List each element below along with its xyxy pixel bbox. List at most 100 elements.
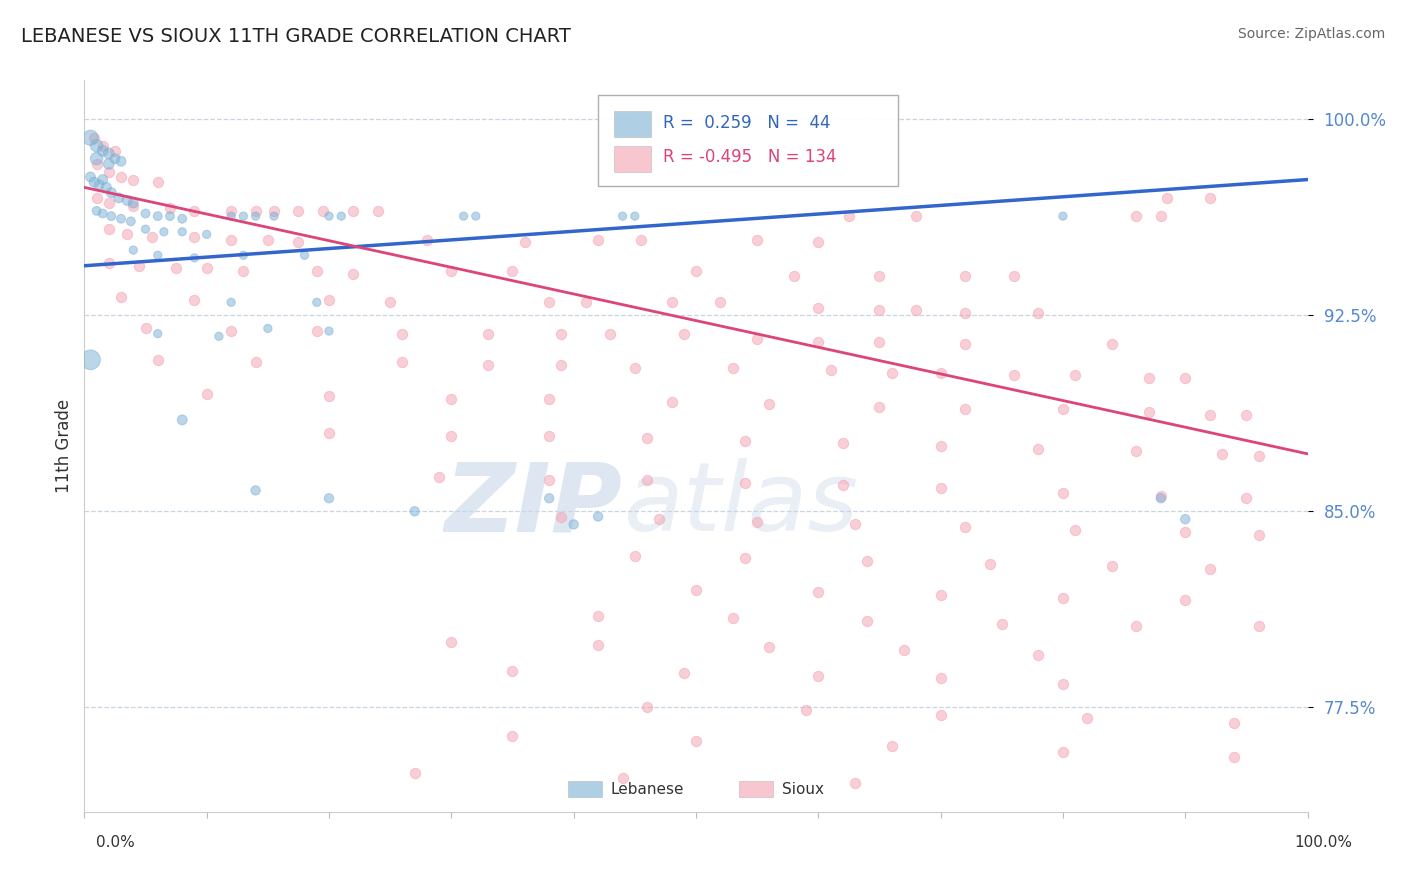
- Point: [464, 209, 486, 223]
- Point: [245, 203, 267, 218]
- Point: [107, 191, 129, 205]
- Point: [183, 203, 205, 218]
- Point: [672, 326, 695, 341]
- Point: [1125, 209, 1147, 223]
- Point: [440, 392, 463, 406]
- Point: [294, 248, 316, 262]
- Point: [502, 729, 524, 743]
- Point: [146, 352, 169, 367]
- Point: [929, 708, 952, 723]
- Point: [1223, 715, 1246, 730]
- Point: [287, 235, 309, 250]
- Bar: [568, 781, 602, 797]
- Point: [1101, 559, 1123, 574]
- Point: [219, 203, 242, 218]
- Point: [96, 180, 118, 194]
- Point: [97, 164, 120, 178]
- Point: [91, 138, 114, 153]
- Point: [1198, 191, 1220, 205]
- Point: [953, 520, 976, 534]
- Point: [624, 549, 647, 563]
- Point: [721, 611, 744, 625]
- Point: [183, 251, 205, 265]
- Y-axis label: 11th Grade: 11th Grade: [55, 399, 73, 493]
- Point: [330, 209, 353, 223]
- Point: [104, 152, 127, 166]
- Point: [477, 326, 499, 341]
- Point: [1156, 191, 1178, 205]
- Point: [318, 324, 340, 338]
- Point: [367, 203, 389, 218]
- Point: [391, 355, 413, 369]
- Point: [953, 306, 976, 320]
- Point: [91, 144, 114, 158]
- Point: [1101, 337, 1123, 351]
- Point: [110, 154, 132, 169]
- Point: [146, 209, 169, 223]
- Point: [758, 640, 780, 655]
- Point: [219, 324, 242, 338]
- Text: Sioux: Sioux: [782, 781, 824, 797]
- Point: [844, 776, 866, 790]
- Point: [538, 428, 561, 442]
- Point: [1076, 711, 1098, 725]
- Point: [869, 303, 891, 318]
- Point: [86, 157, 108, 171]
- Point: [122, 172, 145, 186]
- Point: [135, 321, 157, 335]
- Point: [1052, 486, 1074, 500]
- Point: [513, 235, 536, 250]
- Text: Lebanese: Lebanese: [610, 781, 683, 797]
- Point: [648, 512, 671, 526]
- Point: [86, 191, 108, 205]
- Point: [146, 326, 169, 341]
- Point: [86, 203, 108, 218]
- Point: [661, 394, 683, 409]
- Point: [232, 248, 254, 262]
- Point: [758, 397, 780, 411]
- Point: [953, 402, 976, 417]
- Point: [172, 413, 194, 427]
- Point: [263, 203, 285, 218]
- Point: [953, 269, 976, 284]
- Point: [586, 509, 609, 524]
- Point: [1137, 405, 1160, 419]
- Point: [477, 358, 499, 372]
- Point: [159, 209, 181, 223]
- Point: [612, 771, 634, 785]
- Point: [1052, 745, 1074, 759]
- Point: [245, 209, 267, 223]
- Point: [141, 230, 163, 244]
- Point: [440, 635, 463, 649]
- Point: [183, 230, 205, 244]
- Point: [1002, 368, 1025, 383]
- Point: [1150, 489, 1173, 503]
- Point: [219, 295, 242, 310]
- Point: [1247, 528, 1270, 542]
- Point: [172, 225, 194, 239]
- Point: [586, 638, 609, 652]
- Point: [1028, 306, 1050, 320]
- Point: [869, 400, 891, 414]
- Point: [305, 295, 328, 310]
- Text: R =  0.259   N =  44: R = 0.259 N = 44: [664, 113, 831, 132]
- Point: [538, 491, 561, 506]
- Point: [318, 425, 340, 440]
- Point: [869, 269, 891, 284]
- Text: ZIP: ZIP: [444, 458, 623, 551]
- Point: [79, 130, 101, 145]
- Point: [97, 222, 120, 236]
- Point: [831, 436, 853, 450]
- Point: [257, 233, 280, 247]
- Point: [709, 295, 731, 310]
- Point: [624, 209, 647, 223]
- Point: [110, 290, 132, 304]
- Point: [502, 264, 524, 278]
- Point: [856, 554, 879, 568]
- Point: [538, 392, 561, 406]
- Point: [91, 206, 114, 220]
- Point: [929, 588, 952, 602]
- Point: [146, 175, 169, 189]
- Point: [318, 209, 340, 223]
- Point: [342, 203, 364, 218]
